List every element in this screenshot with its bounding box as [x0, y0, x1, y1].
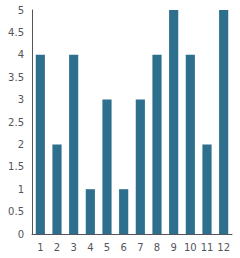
svg-text:10: 10: [184, 242, 197, 253]
svg-text:2.5: 2.5: [8, 117, 24, 128]
svg-text:2: 2: [54, 242, 60, 253]
svg-text:5: 5: [18, 5, 24, 16]
svg-text:7: 7: [137, 242, 143, 253]
svg-text:8: 8: [154, 242, 160, 253]
svg-text:1: 1: [18, 184, 24, 195]
svg-text:11: 11: [201, 242, 214, 253]
svg-text:5: 5: [104, 242, 110, 253]
svg-text:4: 4: [87, 242, 93, 253]
svg-text:12: 12: [217, 242, 230, 253]
svg-text:1: 1: [37, 242, 43, 253]
svg-text:3: 3: [18, 94, 24, 105]
svg-text:9: 9: [170, 242, 176, 253]
svg-text:3.5: 3.5: [8, 72, 24, 83]
svg-text:2: 2: [18, 139, 24, 150]
svg-text:1.5: 1.5: [8, 161, 24, 172]
svg-text:0.5: 0.5: [8, 206, 24, 217]
svg-text:0: 0: [18, 229, 24, 240]
svg-text:3: 3: [70, 242, 76, 253]
svg-text:4: 4: [18, 49, 24, 60]
svg-text:6: 6: [120, 242, 126, 253]
svg-text:4.5: 4.5: [8, 27, 24, 38]
